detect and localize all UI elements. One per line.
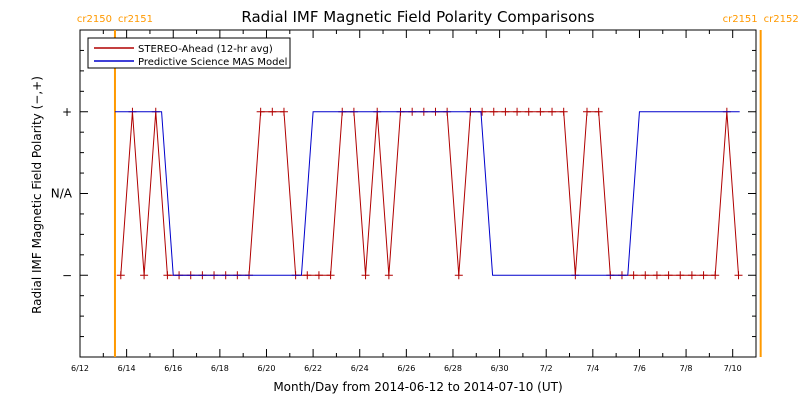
x-tick-label: 6/12 — [71, 364, 89, 373]
stereo-data-point — [559, 107, 568, 116]
x-tick-label: 7/10 — [724, 364, 742, 373]
stereo-data-point — [652, 271, 661, 280]
x-tick-label: 6/16 — [164, 364, 182, 373]
x-axis-label: Month/Day from 2014-06-12 to 2014-07-10 … — [273, 380, 562, 394]
axis-ticks: 6/12 6/14 6/16 6/18 6/20 6/22 6/24 6/26 6/28 6/30… — [51, 29, 756, 373]
stereo-data-point — [268, 107, 277, 116]
x-tick-label: 7/6 — [633, 364, 646, 373]
x-tick-label: 7/4 — [586, 364, 599, 373]
stereo-data-point — [734, 271, 743, 280]
x-tick-label: 6/22 — [304, 364, 322, 373]
stereo-data-point — [594, 107, 603, 116]
stereo-data-point — [256, 107, 265, 116]
stereo-data-point — [303, 271, 312, 280]
stereo-data-point — [163, 271, 172, 280]
legend: STEREO-Ahead (12-hr avg) Predictive Scie… — [87, 37, 291, 69]
stereo-data-point — [513, 107, 522, 116]
stereo-data-point — [664, 271, 673, 280]
x-tick-label: 6/28 — [444, 364, 462, 373]
x-tick-label: 6/18 — [211, 364, 229, 373]
plot-frame — [79, 29, 757, 358]
x-tick-label: 6/30 — [491, 364, 509, 373]
stereo-ahead-line — [120, 111, 740, 276]
carrington-markers: cr2150 cr2151 cr2151 cr2152 — [77, 14, 799, 357]
legend-label-model: Predictive Science MAS Model — [138, 57, 287, 68]
carrington-label-right: cr2151 — [118, 14, 153, 25]
x-tick-label: 6/20 — [257, 364, 275, 373]
x-tick-label: 7/8 — [680, 364, 693, 373]
legend-box — [87, 37, 291, 69]
stereo-data-point — [116, 271, 125, 280]
y-tick-label: N/A — [51, 187, 73, 201]
stereo-data-point — [361, 271, 370, 280]
stereo-data-point — [384, 271, 393, 280]
stereo-data-point — [687, 271, 696, 280]
stereo-data-point — [583, 107, 591, 116]
y-tick-label: + — [62, 105, 72, 119]
stereo-data-point — [676, 271, 685, 280]
carrington-label-left: cr2151 — [723, 14, 758, 25]
stereo-data-point — [501, 107, 510, 116]
stereo-data-point — [548, 107, 557, 116]
legend-label-stereo: STEREO-Ahead (12-hr avg) — [138, 44, 273, 55]
carrington-label-right: cr2152 — [764, 14, 799, 25]
stereo-data-point — [326, 271, 335, 280]
y-tick-label: − — [62, 268, 72, 282]
stereo-data-point — [140, 271, 149, 280]
data-series — [114, 107, 743, 280]
x-tick-label: 6/26 — [397, 364, 415, 373]
chart-title: Radial IMF Magnetic Field Polarity Compa… — [241, 8, 594, 26]
stereo-data-point — [279, 107, 288, 116]
stereo-data-point — [314, 271, 323, 280]
stereo-data-point — [699, 271, 708, 280]
carrington-label-left: cr2150 — [77, 14, 112, 25]
y-axis-label: Radial IMF Magnetic Field Polarity (−,+) — [30, 76, 44, 314]
stereo-data-point — [629, 271, 638, 280]
x-tick-label: 6/24 — [351, 364, 369, 373]
stereo-data-point — [489, 107, 498, 116]
stereo-data-point — [536, 107, 545, 116]
stereo-data-point — [711, 271, 720, 280]
x-tick-label: 7/2 — [540, 364, 553, 373]
mas-model-line — [114, 111, 740, 276]
stereo-data-point — [454, 271, 463, 280]
x-tick-label: 6/14 — [118, 364, 136, 373]
stereo-data-point — [641, 271, 650, 280]
stereo-data-point — [524, 107, 533, 116]
